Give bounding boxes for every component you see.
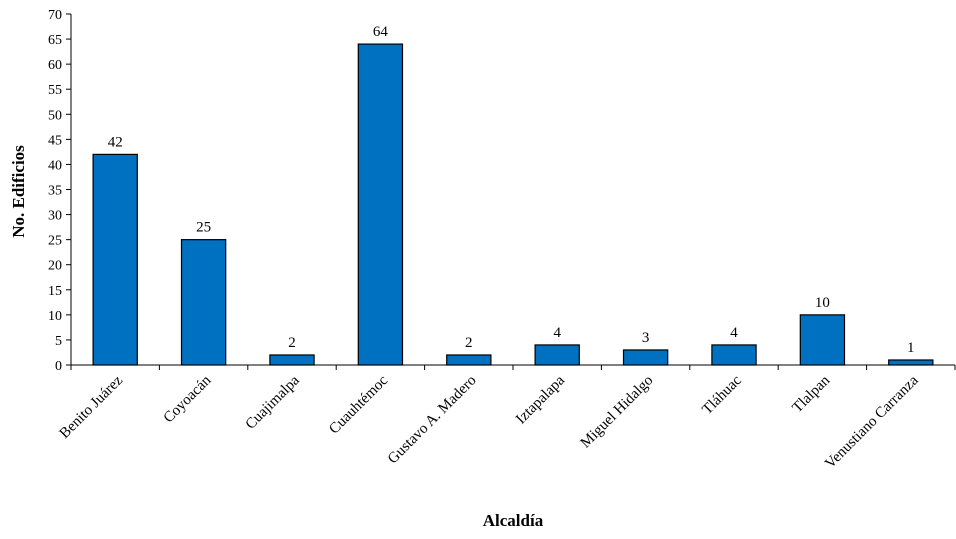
y-tick-label: 15 xyxy=(48,284,62,299)
category-label: Gustavo A. Madero xyxy=(385,373,480,468)
data-label: 2 xyxy=(288,335,296,351)
y-tick-label: 25 xyxy=(48,234,62,249)
category-label: Cuajimalpa xyxy=(243,372,303,432)
y-tick-label: 20 xyxy=(48,259,62,274)
y-tick-label: 30 xyxy=(48,209,62,224)
y-tick-label: 50 xyxy=(48,108,62,123)
data-label: 64 xyxy=(373,24,389,40)
y-tick-label: 45 xyxy=(48,133,62,148)
category-labels: Benito Juárez Coyoacán Cuajimalpa Cuauhtémo… xyxy=(57,372,922,472)
data-label: 4 xyxy=(553,325,561,341)
bar xyxy=(711,344,757,366)
data-label: 1 xyxy=(907,340,915,356)
y-tick-label: 0 xyxy=(55,359,62,374)
data-label: 42 xyxy=(108,134,123,150)
data-label: 10 xyxy=(815,295,830,311)
y-tick-label: 70 xyxy=(48,8,62,23)
bar xyxy=(269,354,315,366)
bar xyxy=(446,354,492,366)
y-tick-label: 35 xyxy=(48,184,62,199)
y-axis-title: No. Edificios xyxy=(9,145,28,238)
y-tick-label: 55 xyxy=(48,83,62,98)
category-label: Venustiano Carranza xyxy=(822,372,922,472)
category-label: Iztapalapa xyxy=(513,372,568,427)
bar xyxy=(534,344,580,366)
y-tick-label: 40 xyxy=(48,158,62,173)
data-label: 25 xyxy=(196,220,211,236)
category-label: Cuauhtémoc xyxy=(326,372,391,437)
bar xyxy=(92,153,138,366)
data-label: 4 xyxy=(730,325,738,341)
y-tick-label: 65 xyxy=(48,33,62,48)
bars xyxy=(92,43,934,366)
category-label: Benito Juárez xyxy=(57,372,127,442)
x-axis-title: Alcaldía xyxy=(483,511,544,530)
data-labels: 42 25 2 64 2 4 3 4 10 1 xyxy=(108,24,915,356)
y-tick-label: 60 xyxy=(48,58,62,73)
data-label: 3 xyxy=(642,330,650,346)
bar xyxy=(622,349,669,366)
bar xyxy=(888,359,934,366)
y-axis-ticks: 0 5 10 15 20 25 30 35 40 45 50 55 60 65 70 xyxy=(48,8,956,374)
data-label: 2 xyxy=(465,335,473,351)
y-tick-label: 5 xyxy=(55,334,62,349)
y-tick-label: 10 xyxy=(48,309,62,324)
category-label: Tlalpan xyxy=(790,372,834,416)
bar xyxy=(357,43,404,366)
category-label: Tláhuac xyxy=(699,372,745,418)
category-label: Miguel Hidalgo xyxy=(578,373,657,452)
bar xyxy=(799,314,846,366)
category-label: Coyoacán xyxy=(161,372,215,426)
bar xyxy=(180,239,227,366)
